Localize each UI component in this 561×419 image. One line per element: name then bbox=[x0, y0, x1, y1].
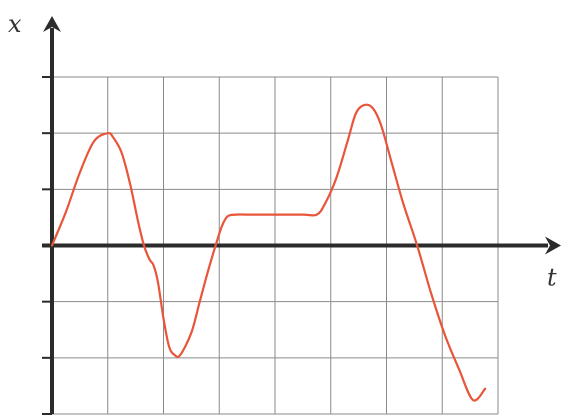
y-axis-ticks bbox=[42, 76, 52, 415]
series-layer bbox=[50, 103, 487, 402]
x-axis-label: t bbox=[547, 264, 557, 292]
x-axis-arrow-icon bbox=[545, 236, 561, 255]
axes bbox=[42, 16, 561, 415]
y-axis-arrow-icon bbox=[43, 16, 61, 32]
y-axis-label: x bbox=[8, 10, 22, 38]
series-line-0 bbox=[50, 103, 487, 402]
